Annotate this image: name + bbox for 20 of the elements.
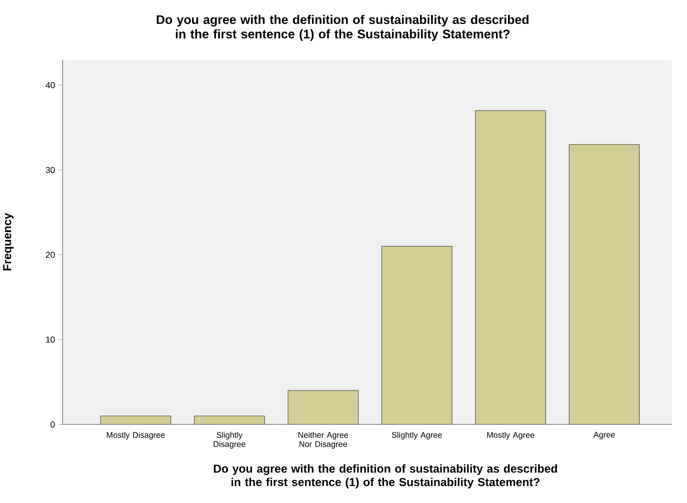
x-tick-label: Mostly Agree	[487, 432, 534, 440]
x-axis-title: Do you agree with the definition of sustainability as described in the first sentence (1) of the Sustainability Statement?	[214, 464, 557, 488]
bar	[288, 390, 358, 424]
x-tick-label: Neither Agree Nor Disagree	[298, 432, 348, 448]
bar	[475, 110, 546, 424]
x-tick-label: Slightly Disagree	[214, 432, 246, 448]
y-tick-label: 20	[46, 252, 55, 258]
y-tick-label: 0	[50, 421, 55, 428]
chart-title: Do you agree with the definition of sustainability as described in the first sentence (1) of the Sustainability Statement?	[156, 14, 528, 41]
y-axis-title: Frequency	[3, 212, 14, 270]
y-tick-label: 30	[46, 166, 55, 173]
x-tick-label: Mostly Disagree	[106, 432, 165, 440]
bar	[100, 416, 172, 424]
y-tick-label: 40	[46, 82, 55, 88]
bar	[382, 246, 452, 424]
bar	[568, 144, 640, 424]
y-tick-label: 10	[46, 336, 55, 342]
x-tick-label: Agree	[593, 432, 615, 440]
x-tick-label: Slightly Agree	[392, 432, 442, 440]
bar	[194, 416, 265, 424]
